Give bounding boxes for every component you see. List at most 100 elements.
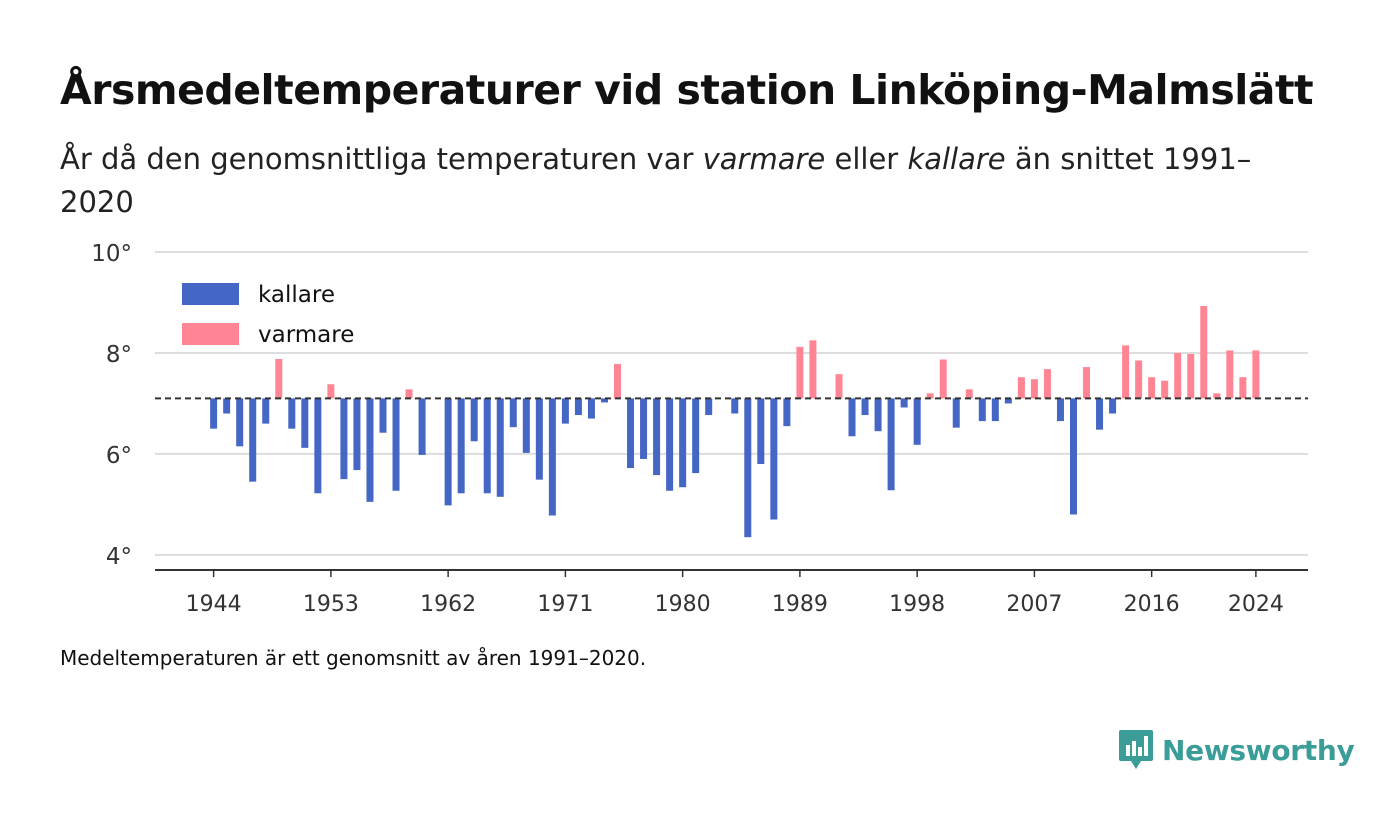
bar	[978, 398, 986, 422]
bar	[574, 398, 582, 416]
bar	[809, 340, 817, 399]
legend-label-cold: kallare	[258, 282, 335, 308]
y-tick-label: 8°	[106, 342, 132, 368]
bar	[1239, 377, 1247, 399]
bar	[939, 359, 947, 399]
y-tick-label: 6°	[106, 443, 132, 469]
newsworthy-logo[interactable]: Newsworthy	[1118, 728, 1355, 772]
bar	[353, 398, 361, 471]
bar	[1043, 369, 1051, 399]
bar	[679, 398, 687, 488]
bar	[509, 398, 517, 428]
legend-swatch-cold	[182, 283, 239, 305]
bar	[522, 398, 530, 453]
bar	[666, 398, 674, 491]
subtitle-text-2: eller	[825, 142, 908, 176]
logo-text: Newsworthy	[1162, 733, 1355, 767]
bar	[1252, 350, 1260, 399]
x-tick-label: 1998	[889, 592, 945, 617]
bar	[653, 398, 661, 476]
bar	[327, 384, 335, 399]
bar	[835, 374, 843, 399]
bar	[548, 398, 556, 516]
bar	[301, 398, 309, 448]
bar	[1174, 352, 1182, 399]
bar	[731, 398, 739, 414]
x-tick-label: 1980	[655, 592, 711, 617]
x-tick-label: 2007	[1006, 592, 1062, 617]
bar	[952, 398, 960, 428]
bar	[1030, 379, 1038, 399]
bar	[470, 398, 478, 442]
subtitle-cold-word: kallare	[907, 142, 1006, 176]
bar	[1056, 398, 1064, 422]
bar	[444, 398, 452, 506]
x-tick-label: 2024	[1228, 592, 1284, 617]
y-tick-label: 10°	[91, 241, 132, 267]
subtitle-text-3: än snittet 1991–2020	[60, 142, 1252, 219]
bar	[1017, 377, 1025, 399]
legend-swatch-warm	[182, 323, 239, 345]
bar	[457, 398, 465, 494]
bar	[1083, 367, 1091, 399]
bar	[1109, 398, 1117, 414]
bar	[874, 398, 882, 432]
bar	[861, 398, 869, 416]
bar	[418, 398, 426, 455]
bar	[379, 398, 387, 433]
bar	[1200, 306, 1208, 399]
bar	[1122, 345, 1130, 399]
bar	[770, 398, 778, 520]
bar	[1069, 398, 1077, 515]
bar	[887, 398, 895, 491]
bar	[627, 398, 635, 469]
bar	[848, 398, 856, 437]
bar	[1096, 398, 1104, 430]
chart-subtitle: År då den genomsnittliga temperaturen va…	[60, 138, 1260, 224]
bar	[991, 398, 999, 422]
x-tick-label: 1989	[772, 592, 828, 617]
bar	[1213, 393, 1221, 399]
bar	[1004, 398, 1012, 404]
bar	[1161, 380, 1169, 399]
bar	[288, 398, 296, 429]
bar	[210, 398, 218, 429]
footnote: Medeltemperaturen är ett genomsnitt av å…	[60, 646, 647, 670]
bar	[783, 398, 791, 427]
x-tick-label: 1971	[537, 592, 593, 617]
bar	[223, 398, 231, 414]
subtitle-text-1: År då den genomsnittliga temperaturen va…	[60, 142, 703, 176]
bar	[757, 398, 765, 464]
bar	[561, 398, 569, 424]
legend-label-warm: varmare	[258, 322, 354, 348]
bar	[483, 398, 491, 494]
bar	[913, 398, 921, 445]
bar	[587, 398, 595, 419]
subtitle-warm-word: varmare	[702, 142, 826, 176]
legend: kallare varmare	[182, 282, 354, 348]
bar	[965, 389, 973, 399]
bar	[926, 393, 934, 399]
x-tick-label: 2016	[1124, 592, 1180, 617]
bar	[1148, 377, 1156, 399]
bar	[496, 398, 504, 497]
chart-title: Årsmedeltemperaturer vid station Linköpi…	[60, 66, 1314, 114]
bar	[640, 398, 648, 459]
bar	[692, 398, 700, 474]
bar	[392, 398, 400, 491]
bar	[262, 398, 270, 424]
bar	[314, 398, 322, 494]
y-tick-label: 4°	[106, 544, 132, 570]
bar	[900, 398, 908, 408]
newsworthy-chart-icon	[1119, 730, 1153, 769]
bar	[405, 389, 413, 399]
bar	[236, 398, 244, 447]
bar	[249, 398, 257, 482]
bar	[796, 346, 804, 399]
bar	[1226, 350, 1234, 399]
bar	[1135, 360, 1143, 399]
bar	[535, 398, 543, 480]
x-tick-label: 1944	[186, 592, 242, 617]
bar	[1187, 353, 1195, 399]
